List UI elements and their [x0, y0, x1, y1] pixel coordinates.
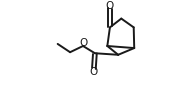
Text: O: O	[106, 1, 114, 11]
Text: O: O	[90, 67, 98, 77]
Text: O: O	[79, 38, 87, 48]
